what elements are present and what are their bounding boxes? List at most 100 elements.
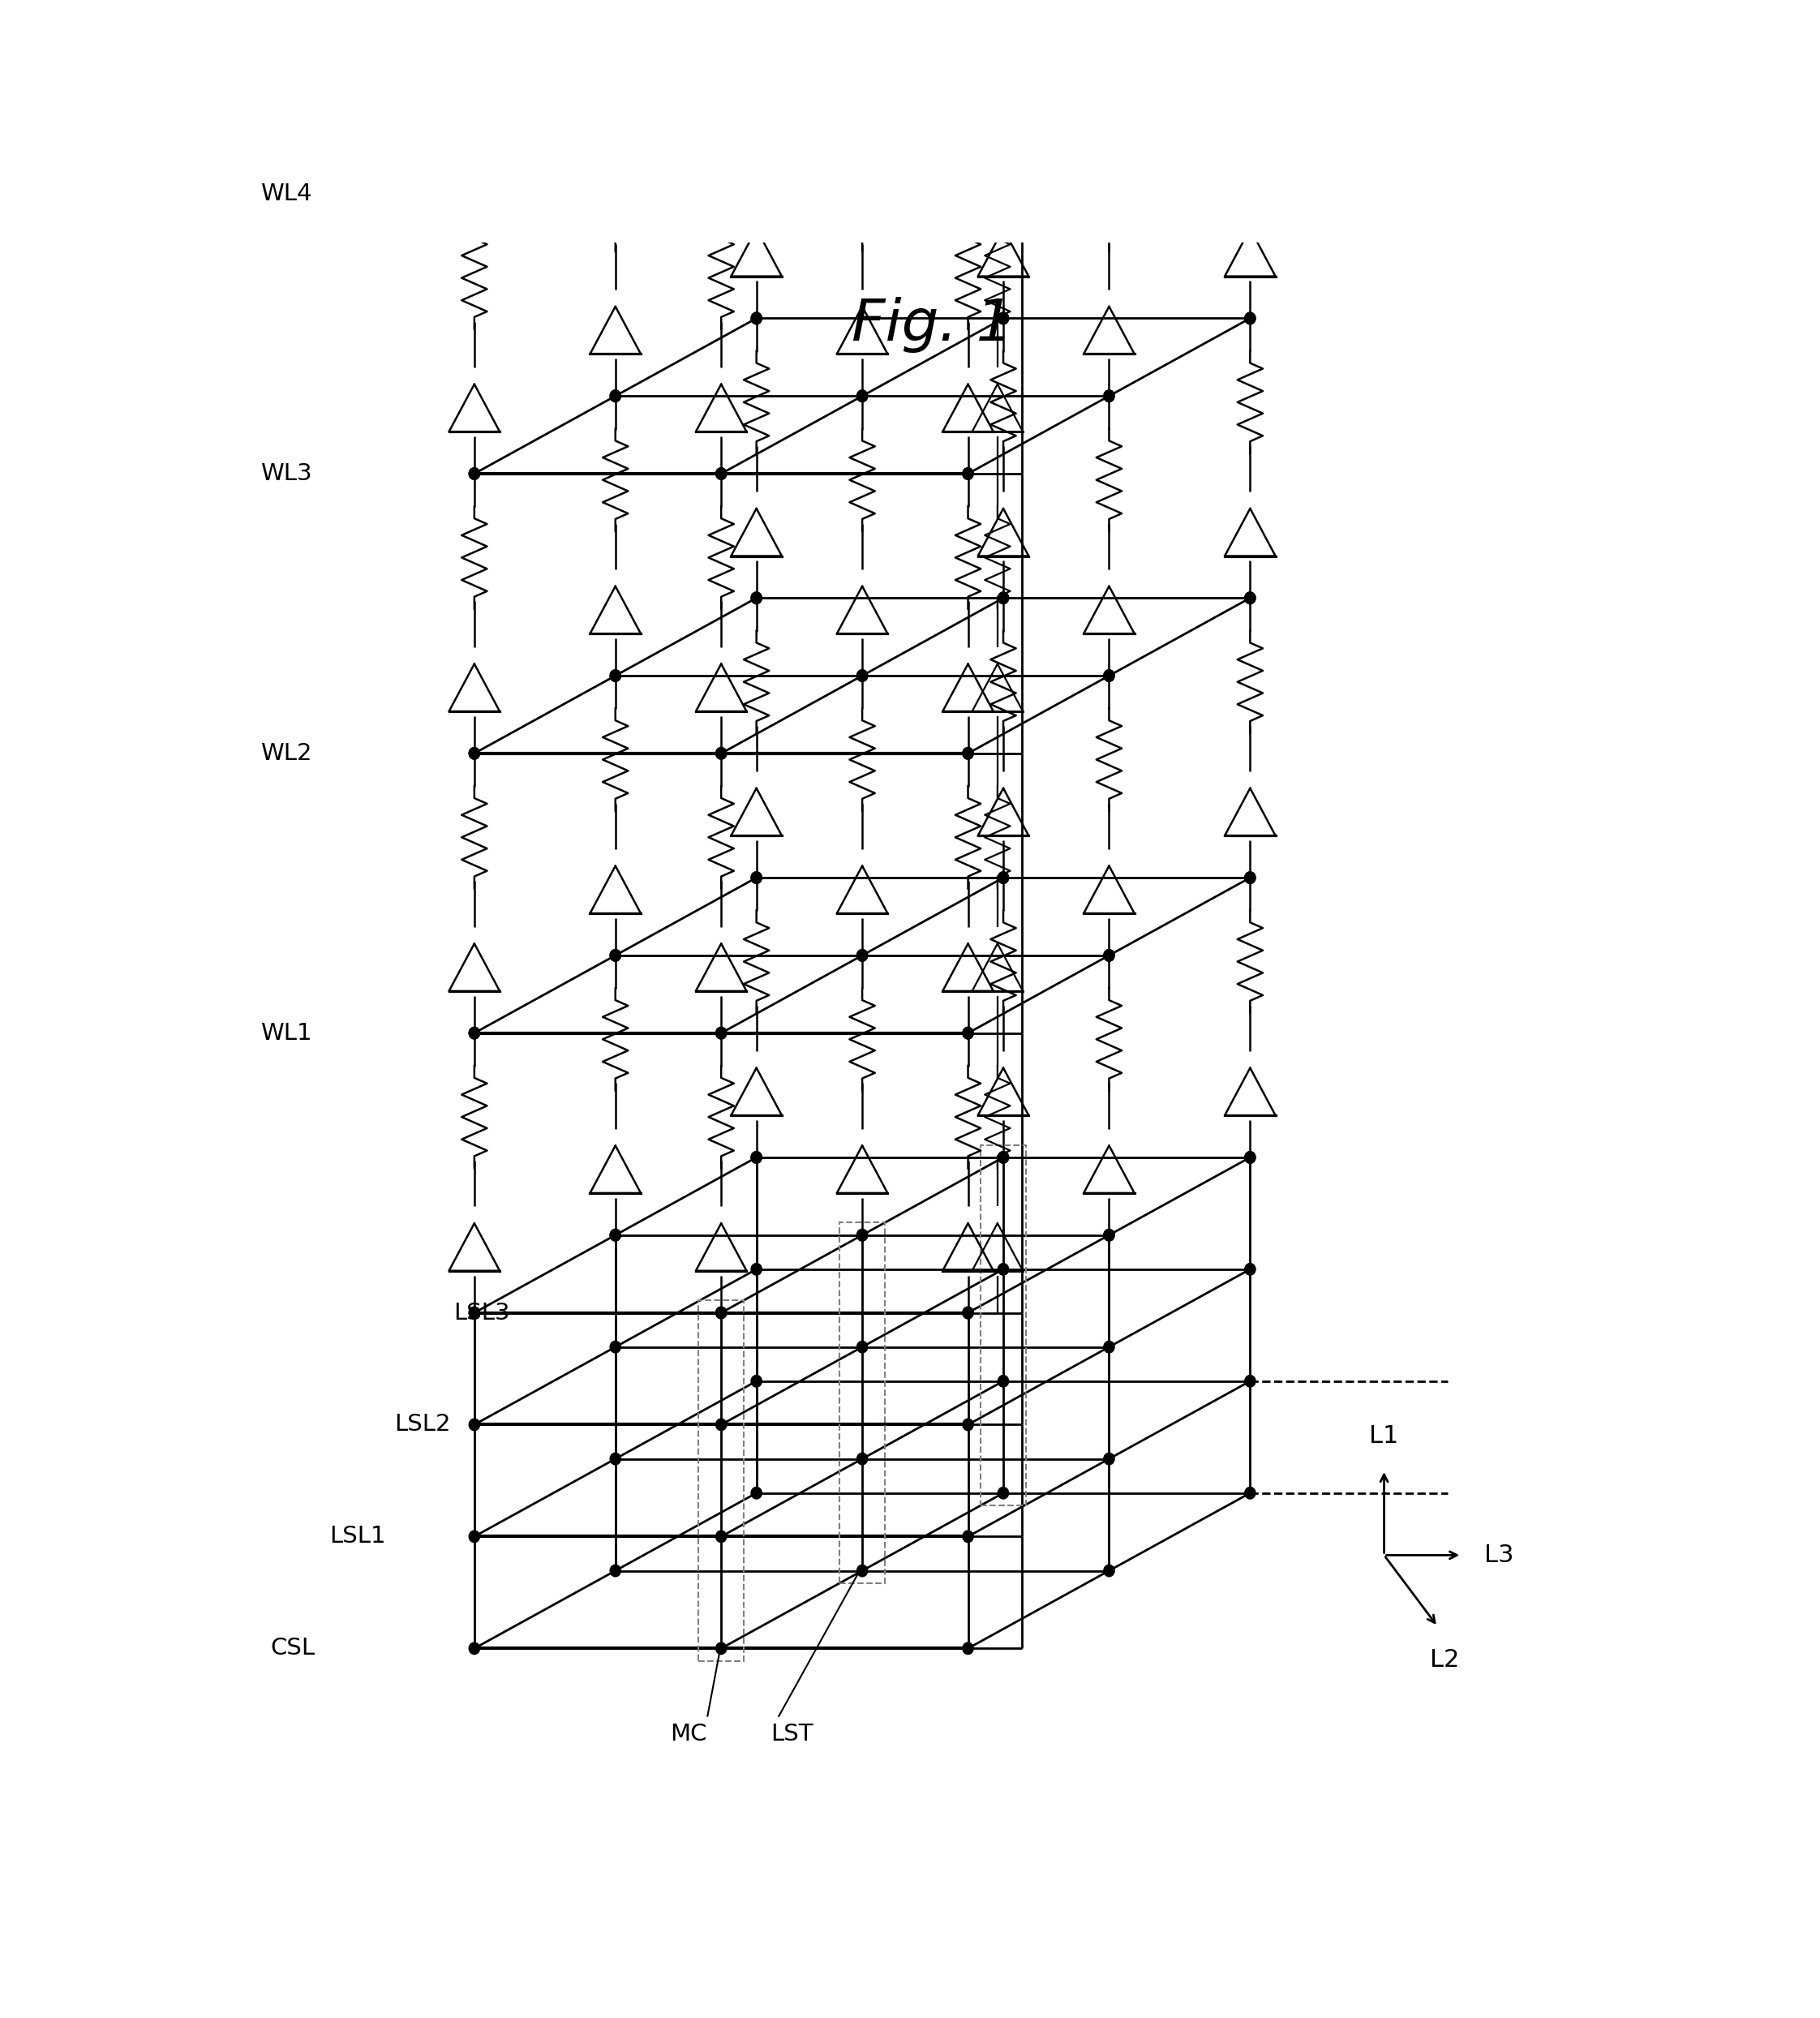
Circle shape	[610, 1229, 621, 1241]
Circle shape	[857, 950, 868, 961]
Circle shape	[1103, 1453, 1114, 1465]
Circle shape	[963, 1027, 974, 1039]
Circle shape	[610, 1453, 621, 1465]
Circle shape	[1245, 1263, 1256, 1275]
Circle shape	[752, 1374, 763, 1386]
Text: Fig. 1: Fig. 1	[852, 297, 1014, 353]
Circle shape	[963, 747, 974, 759]
Circle shape	[610, 1564, 621, 1576]
Circle shape	[752, 1152, 763, 1162]
Circle shape	[715, 188, 726, 200]
Circle shape	[715, 1419, 726, 1431]
Text: L1: L1	[1369, 1425, 1400, 1449]
Circle shape	[963, 468, 974, 480]
Circle shape	[1103, 389, 1114, 402]
Text: MC: MC	[670, 1723, 706, 1746]
Circle shape	[715, 747, 726, 759]
Circle shape	[470, 468, 480, 480]
Circle shape	[715, 1530, 726, 1542]
Circle shape	[997, 1487, 1008, 1499]
Circle shape	[1245, 1152, 1256, 1162]
Circle shape	[997, 872, 1008, 884]
Circle shape	[857, 389, 868, 402]
Circle shape	[997, 1152, 1008, 1162]
Circle shape	[715, 1027, 726, 1039]
Circle shape	[1245, 32, 1256, 44]
Circle shape	[752, 872, 763, 884]
Circle shape	[610, 670, 621, 682]
Circle shape	[610, 950, 621, 961]
Circle shape	[963, 188, 974, 200]
Circle shape	[715, 468, 726, 480]
Circle shape	[857, 1453, 868, 1465]
Circle shape	[752, 313, 763, 325]
Circle shape	[963, 468, 974, 480]
Text: CSL: CSL	[269, 1637, 315, 1659]
Circle shape	[1103, 1342, 1114, 1352]
Circle shape	[1103, 1564, 1114, 1576]
Circle shape	[610, 1342, 621, 1352]
Circle shape	[1103, 389, 1114, 402]
Circle shape	[1103, 1229, 1114, 1241]
Circle shape	[963, 1643, 974, 1655]
Circle shape	[752, 591, 763, 603]
Circle shape	[752, 1152, 763, 1162]
Circle shape	[963, 1027, 974, 1039]
Circle shape	[997, 32, 1008, 44]
Circle shape	[610, 111, 621, 123]
Circle shape	[963, 1308, 974, 1318]
Circle shape	[470, 1530, 480, 1542]
Circle shape	[857, 670, 868, 682]
Circle shape	[752, 872, 763, 884]
Circle shape	[997, 872, 1008, 884]
Circle shape	[752, 1487, 763, 1499]
Circle shape	[752, 591, 763, 603]
Circle shape	[1245, 872, 1256, 884]
Circle shape	[997, 591, 1008, 603]
Circle shape	[470, 1643, 480, 1655]
Circle shape	[752, 32, 763, 44]
Circle shape	[963, 1419, 974, 1431]
Circle shape	[1103, 950, 1114, 961]
Circle shape	[963, 188, 974, 200]
Circle shape	[470, 1027, 480, 1039]
Circle shape	[610, 111, 621, 123]
Circle shape	[1245, 1374, 1256, 1386]
Circle shape	[963, 1308, 974, 1318]
Circle shape	[1245, 1487, 1256, 1499]
Circle shape	[752, 32, 763, 44]
Circle shape	[997, 32, 1008, 44]
Text: LSL3: LSL3	[453, 1302, 510, 1324]
Circle shape	[470, 188, 480, 200]
Circle shape	[470, 1308, 480, 1318]
Circle shape	[1103, 111, 1114, 123]
Circle shape	[610, 389, 621, 402]
Circle shape	[1245, 313, 1256, 325]
Circle shape	[857, 1564, 868, 1576]
Text: L3: L3	[1485, 1544, 1514, 1566]
Circle shape	[997, 591, 1008, 603]
Text: LST: LST	[770, 1723, 814, 1746]
Circle shape	[715, 1027, 726, 1039]
Circle shape	[715, 1643, 726, 1655]
Circle shape	[470, 1027, 480, 1039]
Circle shape	[1245, 313, 1256, 325]
Circle shape	[715, 1308, 726, 1318]
Circle shape	[1245, 591, 1256, 603]
Circle shape	[997, 313, 1008, 325]
Circle shape	[610, 950, 621, 961]
Circle shape	[1103, 1229, 1114, 1241]
Circle shape	[857, 389, 868, 402]
Circle shape	[1245, 32, 1256, 44]
Circle shape	[470, 747, 480, 759]
Circle shape	[752, 1263, 763, 1275]
Text: WL4: WL4	[260, 184, 313, 206]
Circle shape	[997, 1374, 1008, 1386]
Circle shape	[1103, 111, 1114, 123]
Circle shape	[610, 1229, 621, 1241]
Circle shape	[715, 188, 726, 200]
Circle shape	[1103, 670, 1114, 682]
Circle shape	[715, 468, 726, 480]
Text: LSL1: LSL1	[329, 1526, 386, 1548]
Circle shape	[997, 1263, 1008, 1275]
